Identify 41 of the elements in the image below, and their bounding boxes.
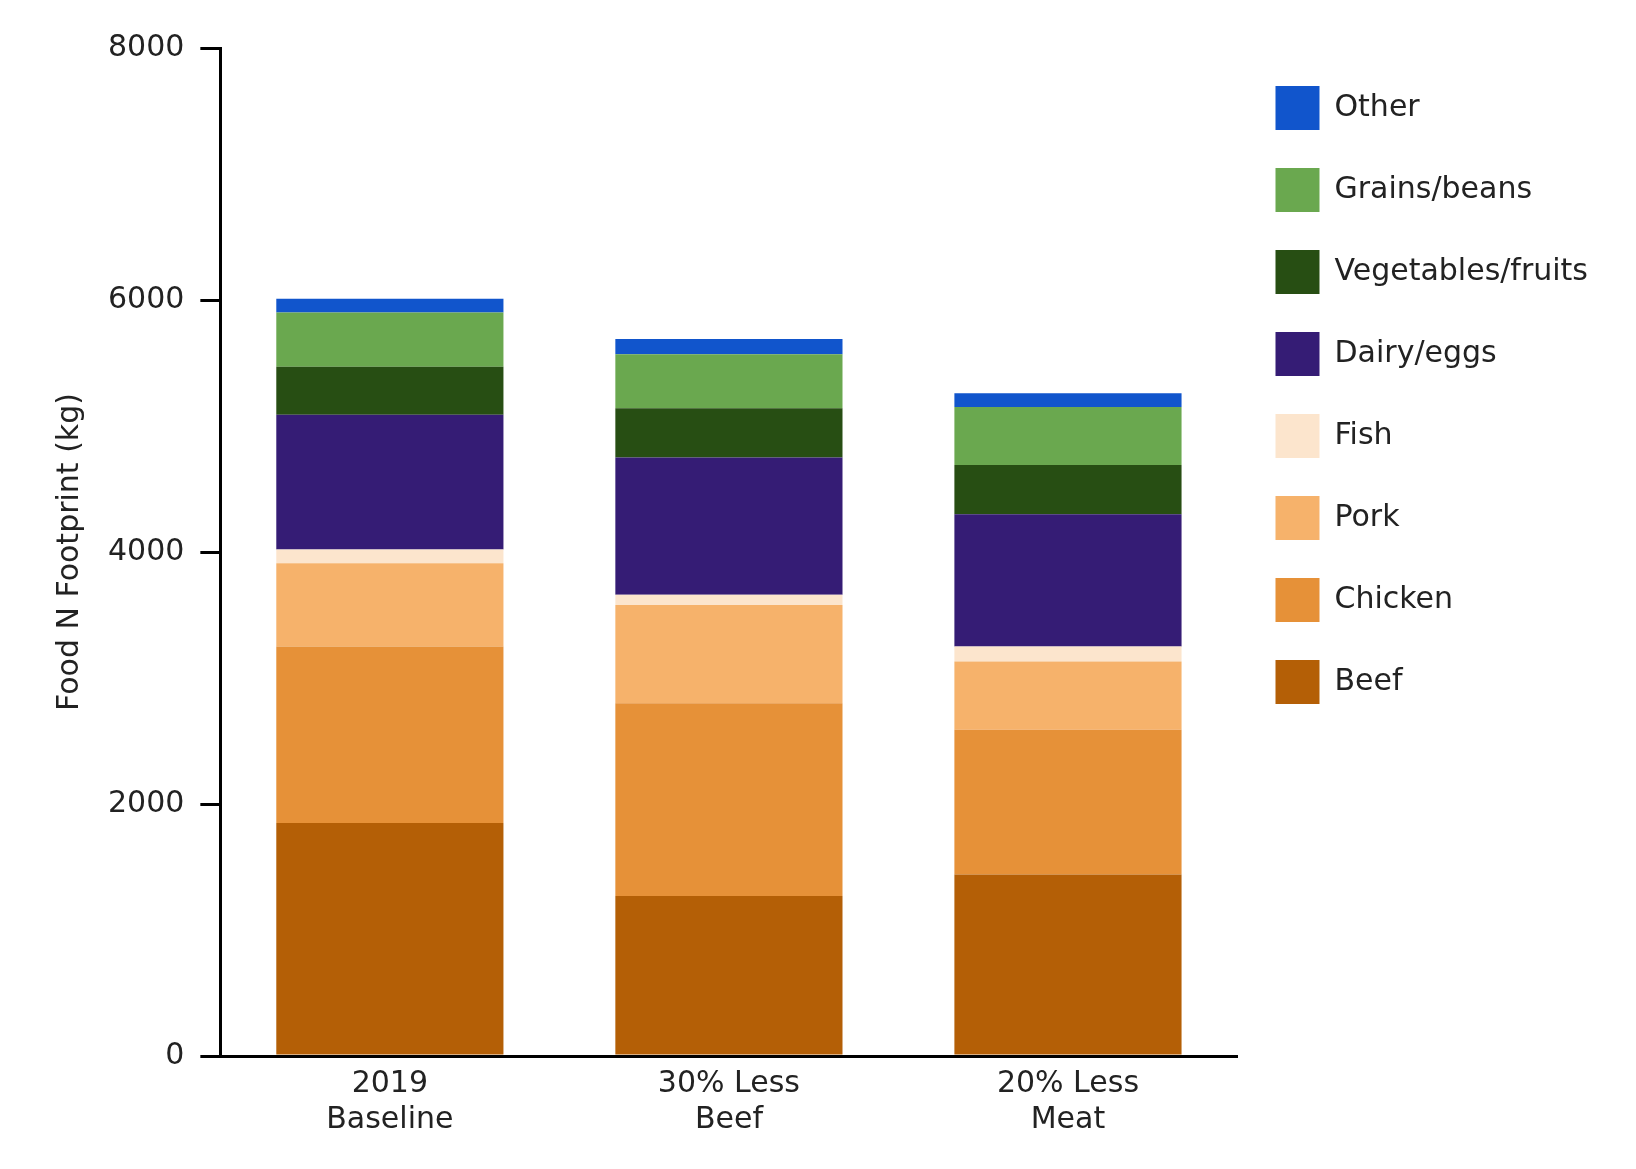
bar: [615, 339, 843, 355]
x-tick-label: 2019 Baseline: [326, 1063, 454, 1135]
legend-label: Grains/beans: [1334, 169, 1533, 205]
y-tick-label: 2000: [107, 783, 185, 819]
bar: [954, 393, 1182, 408]
y-axis-title: Food N Footprint (kg): [49, 393, 85, 711]
bar: [615, 604, 843, 704]
y-tick-label: 6000: [107, 279, 185, 315]
bar: [276, 646, 504, 823]
bar: [615, 703, 843, 896]
y-tick-label: 0: [165, 1035, 185, 1071]
bar: [276, 414, 504, 550]
bar: [954, 465, 1182, 515]
bar: [954, 646, 1182, 662]
legend-label: Beef: [1334, 661, 1404, 697]
bar: [615, 354, 843, 409]
bar: [954, 661, 1182, 730]
bar: [276, 549, 504, 564]
bar: [615, 594, 843, 605]
y-tick-label: 8000: [107, 27, 185, 63]
y-tick-label: 4000: [107, 531, 185, 567]
bar: [615, 457, 843, 595]
legend-label: Fish: [1334, 415, 1393, 451]
bar: [615, 408, 843, 458]
legend-label: Pork: [1334, 497, 1401, 533]
bar: [954, 874, 1182, 1055]
legend-label: Vegetables/fruits: [1334, 251, 1589, 287]
bar: [954, 729, 1182, 875]
bar: [276, 822, 504, 1055]
x-tick-label: 20% Less Meat: [996, 1063, 1140, 1135]
bar: [276, 563, 504, 647]
bar: [954, 407, 1182, 466]
legend-label: Chicken: [1334, 579, 1454, 615]
bar: [954, 514, 1182, 647]
x-tick-label: 30% Less Beef: [657, 1063, 800, 1135]
bar: [615, 895, 843, 1055]
bar: [276, 366, 504, 415]
legend-label: Dairy/eggs: [1334, 333, 1497, 369]
legend-label: Other: [1334, 87, 1421, 123]
bar: [276, 312, 504, 367]
bar: [276, 298, 504, 313]
